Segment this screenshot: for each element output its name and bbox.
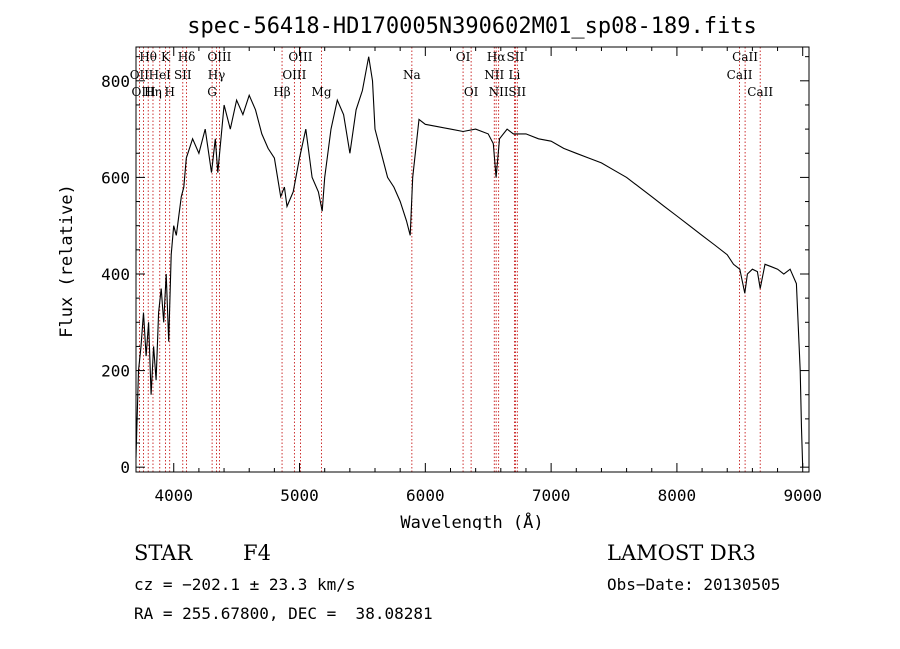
x-tick-label: 8000 bbox=[658, 486, 697, 505]
x-axis-label: Wavelength (Å) bbox=[400, 511, 543, 530]
observation-date: Obs−Date: 20130505 bbox=[607, 575, 781, 594]
line-label: NII bbox=[484, 68, 504, 82]
y-axis-label: Flux (relative) bbox=[57, 184, 77, 338]
y-tick-label: 800 bbox=[101, 72, 130, 91]
line-label: OI bbox=[464, 85, 479, 99]
line-label: Na bbox=[403, 68, 421, 82]
line-label: NII bbox=[489, 85, 509, 99]
redshift-velocity: cz = −202.1 ± 23.3 km/s bbox=[134, 575, 356, 594]
spectrum-chart: spec-56418-HD170005N390602M01_sp08-189.f… bbox=[57, 14, 822, 530]
x-tick-label: 4000 bbox=[154, 486, 193, 505]
line-label: Hη bbox=[144, 85, 162, 99]
x-tick-label: 5000 bbox=[280, 486, 319, 505]
spectral-line-markers bbox=[138, 47, 761, 472]
line-label: CaII bbox=[727, 68, 753, 82]
line-label: CaII bbox=[747, 85, 773, 99]
line-label: OII bbox=[130, 68, 150, 82]
y-tick-label: 200 bbox=[101, 362, 130, 381]
survey-name: LAMOST DR3 bbox=[607, 541, 756, 565]
line-label: K bbox=[161, 50, 171, 64]
line-label: SII bbox=[507, 50, 525, 64]
y-tick-label: 400 bbox=[101, 265, 130, 284]
plot-frame bbox=[135, 46, 810, 473]
x-tick-label: 6000 bbox=[406, 486, 445, 505]
chart-title: spec-56418-HD170005N390602M01_sp08-189.f… bbox=[187, 14, 757, 39]
line-label: OIII bbox=[282, 68, 306, 82]
object-subclass: F4 bbox=[243, 541, 271, 565]
line-label: HeI bbox=[149, 68, 172, 82]
spectral-line-labels: OIIOIIIHθHηHeIKHSIIHδGHγOIIIHβOIIIOIIIMg… bbox=[130, 50, 774, 99]
x-axis-ticks: 4000 5000 6000 7000 8000 9000 bbox=[154, 47, 822, 505]
line-label: Hδ bbox=[178, 50, 196, 64]
line-label: CaII bbox=[732, 50, 758, 64]
object-class: STAR bbox=[134, 541, 193, 565]
line-label: Hθ bbox=[139, 50, 157, 64]
line-label: Hα bbox=[487, 50, 506, 64]
line-label: OIII bbox=[132, 85, 156, 99]
line-label: Li bbox=[508, 68, 520, 82]
line-label: OIII bbox=[288, 50, 312, 64]
line-label: Hβ bbox=[273, 85, 290, 99]
line-label: G bbox=[207, 85, 217, 99]
x-tick-label: 7000 bbox=[532, 486, 571, 505]
y-tick-label: 0 bbox=[120, 458, 130, 477]
line-label: SII bbox=[508, 85, 526, 99]
x-tick-label: 9000 bbox=[783, 486, 822, 505]
y-axis-ticks: 0 200 400 600 800 bbox=[101, 56, 809, 477]
spectrum-line bbox=[135, 56, 804, 468]
y-tick-label: 600 bbox=[101, 168, 130, 187]
line-label: OI bbox=[456, 50, 471, 64]
coordinates: RA = 255.67800, DEC = 38.08281 bbox=[134, 604, 433, 623]
line-label: H bbox=[164, 85, 174, 99]
line-label: Hγ bbox=[208, 68, 226, 82]
line-label: SII bbox=[174, 68, 192, 82]
line-label: OIII bbox=[207, 50, 231, 64]
line-label: Mg bbox=[312, 85, 332, 99]
